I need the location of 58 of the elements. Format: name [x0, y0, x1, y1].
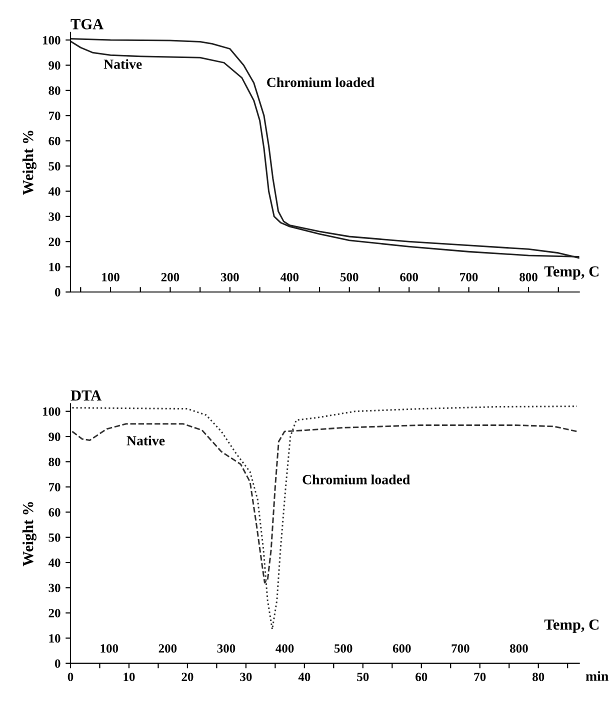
annotation: Chromium loaded: [302, 474, 410, 484]
x2-tick-label: 100: [100, 644, 118, 653]
y-tick-label: 50: [48, 533, 60, 542]
y-tick-label: 10: [49, 262, 60, 272]
x-axis-title: min: [586, 671, 608, 681]
x-tick-label: 80: [532, 672, 544, 682]
x-tick-label: 500: [340, 272, 358, 282]
x-tick-label: 700: [460, 272, 478, 282]
x-axis-title: Temp, C: [544, 266, 598, 280]
x-tick-label: 70: [474, 672, 486, 682]
x-tick-label: 10: [124, 672, 135, 682]
x-tick-label: 60: [416, 672, 428, 682]
x2-tick-label: 500: [334, 644, 352, 653]
y-axis-title: Weight %: [22, 502, 36, 566]
x-tick-label: 300: [221, 272, 239, 282]
annotation: Chromium loaded: [267, 77, 374, 88]
x-tick-label: 40: [298, 672, 310, 682]
chart-title: TGA: [70, 19, 104, 30]
x-tick-label: 400: [280, 272, 299, 282]
y-tick-label: 40: [48, 187, 60, 196]
x2-tick-label: 600: [392, 644, 411, 653]
y-tick-label: 0: [55, 659, 60, 668]
y-tick-label: 10: [49, 634, 60, 643]
x2-tick-label: 400: [276, 644, 294, 653]
y-tick-label: 70: [48, 112, 60, 120]
x-tick-label: 600: [400, 272, 418, 282]
annotation: Native: [104, 59, 142, 69]
y-tick-label: 30: [48, 212, 60, 221]
x-tick-label: 800: [520, 272, 538, 282]
y-tick-label: 100: [43, 407, 60, 416]
chart-title: DTA: [70, 390, 102, 401]
y-tick-label: 70: [48, 482, 60, 492]
y-tick-label: 40: [48, 558, 60, 567]
x-tick-label: 200: [161, 272, 180, 282]
y-tick-label: 20: [48, 238, 60, 246]
y-tick-label: 100: [43, 36, 60, 44]
x-tick-label: 100: [102, 272, 120, 282]
x2-tick-label: 300: [217, 644, 236, 653]
x2-axis-title: Temp, C: [544, 619, 598, 633]
y-tick-label: 50: [48, 162, 60, 170]
x-tick-label: 0: [68, 672, 74, 682]
annotation: Native: [126, 436, 165, 446]
x-tick-label: 20: [182, 672, 194, 682]
y-tick-label: 0: [55, 288, 60, 296]
y-tick-label: 90: [48, 432, 60, 441]
x2-tick-label: 800: [510, 644, 528, 653]
y-tick-label: 60: [48, 508, 60, 517]
x2-tick-label: 200: [158, 644, 177, 653]
y-tick-label: 90: [48, 61, 60, 70]
x-tick-label: 30: [240, 672, 252, 682]
x2-tick-label: 700: [452, 644, 470, 653]
y-tick-label: 20: [48, 608, 60, 618]
y-tick-label: 80: [48, 86, 60, 95]
x-tick-label: 50: [357, 672, 369, 682]
y-tick-label: 60: [48, 136, 60, 146]
y-axis-title: Weight %: [22, 130, 36, 195]
y-tick-label: 80: [48, 458, 60, 466]
y-tick-label: 30: [48, 584, 60, 592]
